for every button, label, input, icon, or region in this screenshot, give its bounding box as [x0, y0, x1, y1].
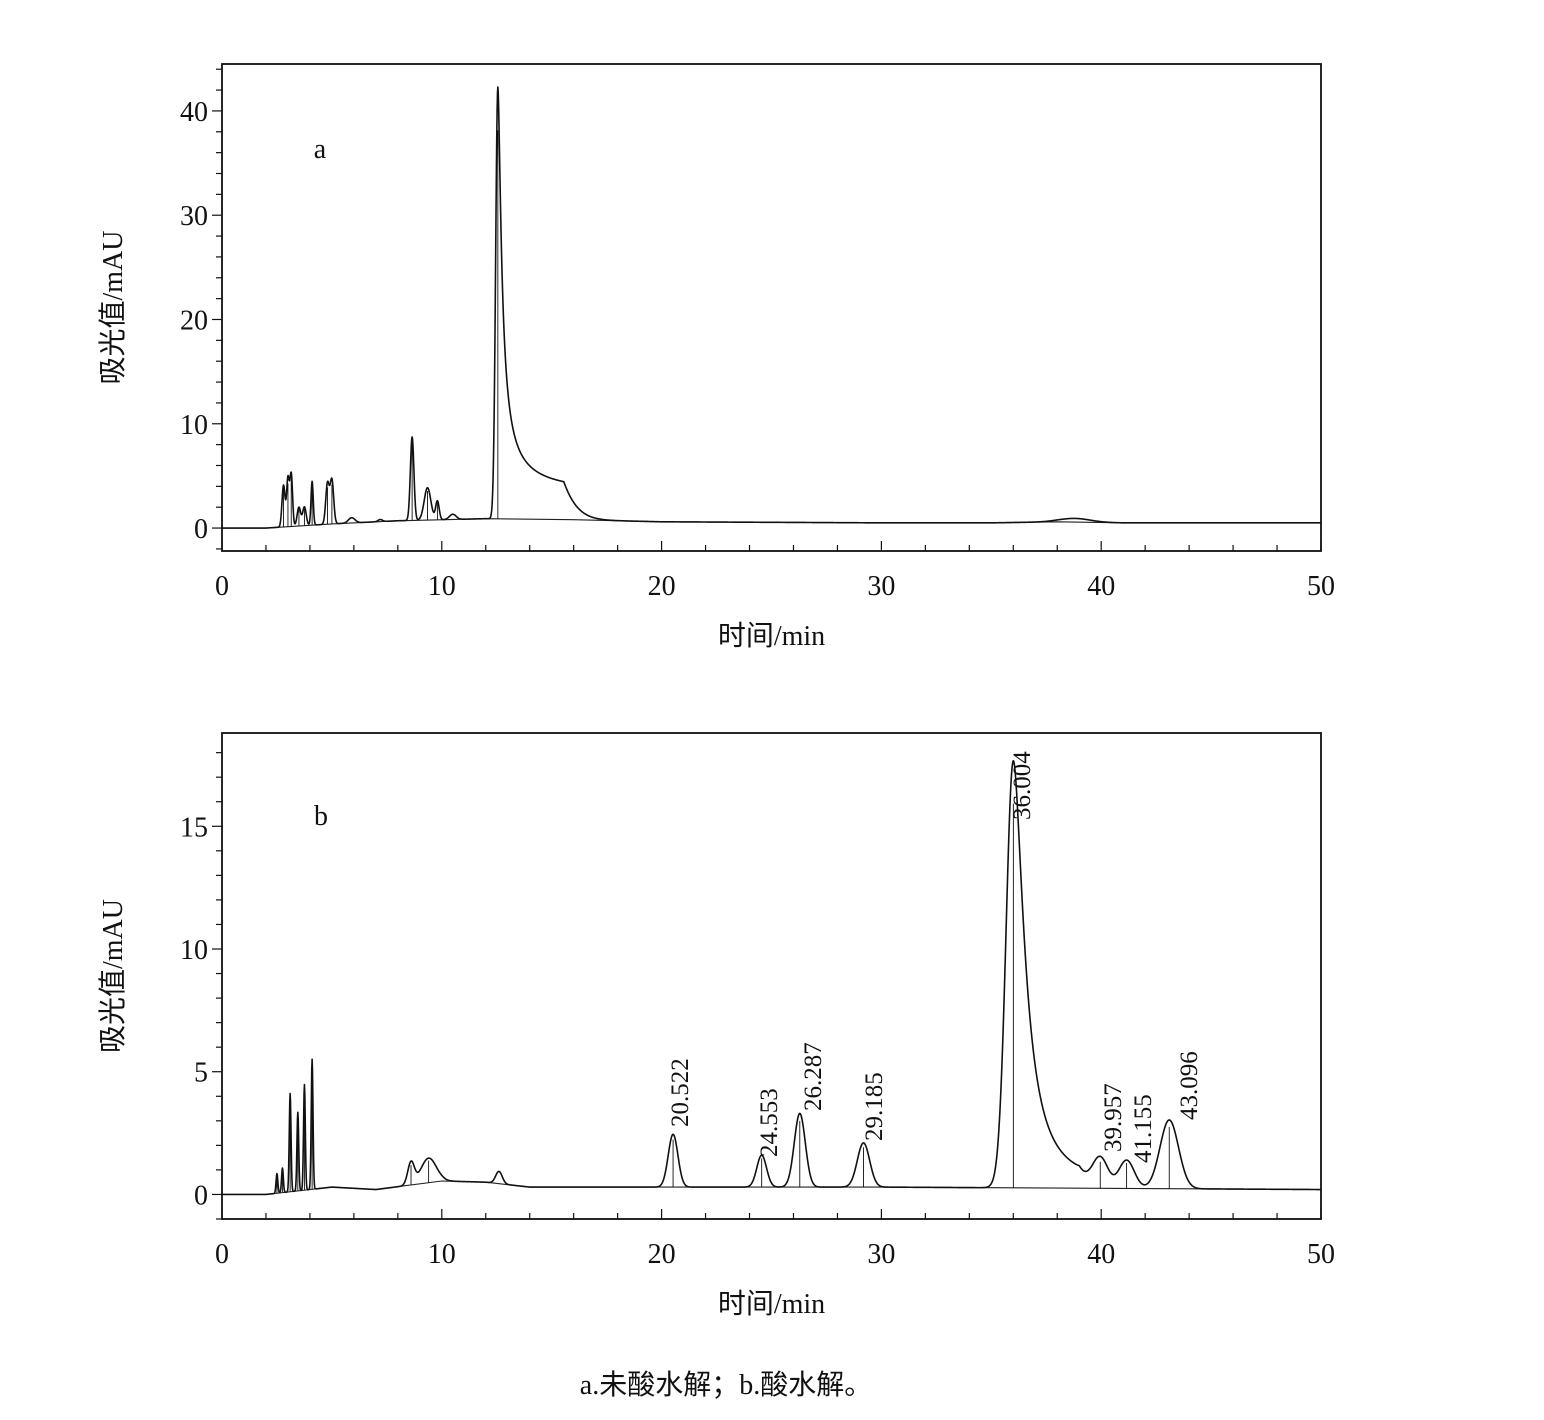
- x-tick-label: 10: [428, 1239, 456, 1270]
- x-tick-label: 20: [648, 1239, 676, 1270]
- y-tick-label: 0: [194, 1180, 208, 1211]
- x-tick-label: 20: [648, 571, 676, 602]
- y-tick-label: 30: [180, 201, 208, 232]
- peak-retention-label: 39.957: [1100, 1083, 1127, 1152]
- y-tick-label: 10: [180, 410, 208, 441]
- y-tick-label: 20: [180, 305, 208, 336]
- peak-retention-label: 29.185: [861, 1072, 888, 1141]
- y-tick-label: 40: [180, 97, 208, 128]
- y-axis-label: 吸光值/mAU: [97, 230, 129, 384]
- x-tick-label: 0: [215, 571, 229, 602]
- panel-b: 0 10 20 30 40 50 时间/min 0 5 10 15 吸光值/mAU b 20.522 24.…: [97, 732, 1335, 1320]
- signal-trace: [221, 759, 1322, 1196]
- panel-label: b: [314, 801, 328, 832]
- x-tick-label: 50: [1307, 571, 1335, 602]
- peak-retention-label: 36.004: [1009, 751, 1036, 820]
- x-tick-label: 30: [867, 1239, 895, 1270]
- x-tick-label: 0: [215, 1239, 229, 1270]
- x-axis-label: 时间/min: [718, 620, 825, 652]
- plot-frame: [221, 63, 1322, 552]
- peak-retention-label: 43.096: [1176, 1051, 1203, 1120]
- peak-retention-label: 26.287: [800, 1042, 827, 1111]
- x-axis-label: 时间/min: [718, 1288, 825, 1320]
- y-tick-label: 10: [180, 935, 208, 966]
- x-tick-label: 10: [428, 571, 456, 602]
- y-axis: 0 10 20 30 40: [180, 68, 222, 550]
- x-tick-label: 50: [1307, 1239, 1335, 1270]
- x-axis: 0 10 20 30 40 50: [215, 541, 1335, 602]
- y-tick-label: 5: [194, 1058, 208, 1089]
- signal-trace: [221, 86, 1322, 529]
- peak-retention-label: 24.553: [756, 1088, 783, 1157]
- plot-frame: [221, 732, 1322, 1220]
- y-tick-label: 15: [180, 812, 208, 843]
- x-axis: 0 10 20 30 40 50: [215, 1209, 1335, 1270]
- x-tick-label: 40: [1087, 571, 1115, 602]
- figure-caption: a.未酸水解；b.酸水解。: [580, 1369, 872, 1401]
- y-axis: 0 5 10 15: [180, 752, 222, 1220]
- peak-retention-label: 20.522: [667, 1058, 694, 1127]
- peak-retention-label: 41.155: [1130, 1094, 1157, 1163]
- panel-a: 0 10 20 30 40 50 时间/min 0 10 20 30 40 吸光值/mAU a: [97, 63, 1335, 652]
- y-axis-label: 吸光值/mAU: [97, 899, 129, 1053]
- panel-label: a: [314, 134, 327, 165]
- x-tick-label: 30: [867, 571, 895, 602]
- x-tick-label: 40: [1087, 1239, 1115, 1270]
- y-tick-label: 0: [194, 514, 208, 545]
